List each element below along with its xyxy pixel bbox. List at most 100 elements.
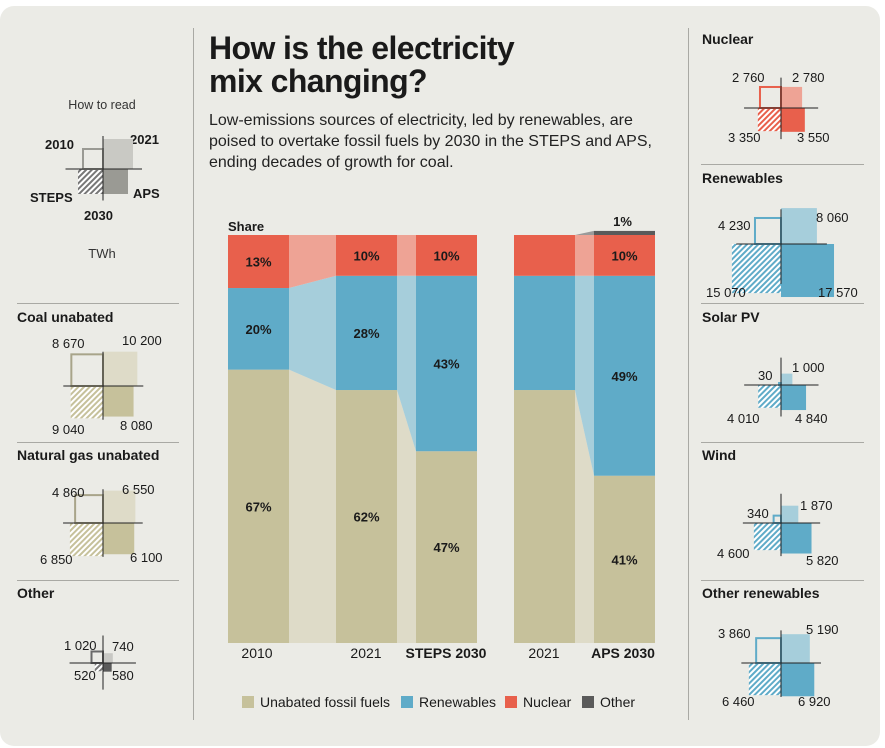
right-panel-0-square-steps xyxy=(757,108,781,132)
connector-other-3-4 xyxy=(575,230,594,235)
bar-nuclear-1 xyxy=(336,235,397,276)
x-label-2: STEPS 2030 xyxy=(405,645,487,661)
right-panel-4-square-steps xyxy=(748,663,781,696)
left-panel-0-value-aps: 8 080 xyxy=(120,418,153,433)
how-square-2010 xyxy=(82,148,104,170)
bar-label-nuclear-1: 10% xyxy=(353,248,379,263)
legend-other: Other xyxy=(582,694,635,710)
bar-nuclear-0 xyxy=(228,235,289,289)
bar-nuclear-3 xyxy=(514,235,575,276)
left-panel-2-value-steps: 520 xyxy=(74,668,96,683)
how-square-2021 xyxy=(103,139,133,169)
connector-renewables-0-1 xyxy=(289,275,336,391)
left-panel-2-title: Other xyxy=(17,585,55,601)
connector-nuclear-0-1 xyxy=(289,235,336,289)
bar-label-renewables-0: 20% xyxy=(245,322,271,337)
how-label-aps: APS xyxy=(133,186,160,201)
divider-right-1 xyxy=(701,164,864,165)
connector-fossil-1-2 xyxy=(397,390,416,643)
right-panel-2-value-steps: 4 010 xyxy=(727,411,760,426)
bar-label-nuclear-4: 10% xyxy=(611,248,637,263)
right-panel-1-value-aps: 17 570 xyxy=(818,285,858,300)
bar-label-fossil-0: 67% xyxy=(245,499,271,514)
left-panel-0-square-2010 xyxy=(70,353,104,388)
legend-label-renewables: Renewables xyxy=(419,694,497,710)
right-panel-2-square-steps xyxy=(758,385,781,408)
bar-label-renewables-2: 43% xyxy=(433,357,459,372)
connector-nuclear-1-2 xyxy=(397,235,416,276)
connector-nuclear-3-4 xyxy=(575,235,594,276)
bar-fossil-1 xyxy=(336,390,397,643)
left-panel-1-value-steps: 6 850 xyxy=(40,552,73,567)
right-panel-0-value-steps: 3 350 xyxy=(728,130,761,145)
right-panel-3-title: Wind xyxy=(702,447,736,463)
left-panel-0-square-2021 xyxy=(103,351,138,386)
bar-label-fossil-4: 41% xyxy=(611,552,637,567)
how-label-2010: 2010 xyxy=(45,137,74,152)
legend-swatch-fossil xyxy=(242,696,254,708)
bar-renewables-4 xyxy=(594,275,655,476)
right-panel-4-square-aps xyxy=(781,663,815,697)
left-panel-2-value-2010: 1 020 xyxy=(64,638,97,653)
right-panel-0-value-aps: 3 550 xyxy=(797,130,830,145)
x-label-3: 2021 xyxy=(528,645,560,661)
right-panel-4-value-2010: 3 860 xyxy=(718,626,751,641)
right-panel-0-square-aps xyxy=(781,108,805,132)
bar-label-fossil-1: 62% xyxy=(353,510,379,525)
bar-label-other-4: 1% xyxy=(613,214,632,229)
right-panel-2-value-aps: 4 840 xyxy=(795,411,828,426)
right-panel-3-value-2010: 340 xyxy=(747,506,769,521)
right-panel-1-value-2021: 8 060 xyxy=(816,210,849,225)
connector-renewables-1-2 xyxy=(397,275,416,452)
right-panel-3-value-aps: 5 820 xyxy=(806,553,839,568)
right-panel-1-value-steps: 15 070 xyxy=(706,285,746,300)
divider-left xyxy=(193,28,194,720)
right-panel-4-square-2010 xyxy=(755,637,782,664)
right-panel-3-value-steps: 4 600 xyxy=(717,546,750,561)
bar-nuclear-4 xyxy=(594,235,655,276)
right-panel-1-square-2021 xyxy=(781,208,817,244)
bar-fossil-0 xyxy=(228,369,289,643)
left-panel-0-value-2021: 10 200 xyxy=(122,333,162,348)
title-line-1: How is the electricity xyxy=(209,30,515,66)
left-panel-2-square-2010 xyxy=(90,650,105,664)
bar-other-4 xyxy=(594,230,655,235)
bar-fossil-2 xyxy=(416,451,477,643)
legend-label-other: Other xyxy=(600,694,636,710)
left-panel-1-value-2010: 4 860 xyxy=(52,485,85,500)
legend-renewables: Renewables xyxy=(401,694,496,710)
divider-right xyxy=(688,28,689,720)
left-panel-0-title: Coal unabated xyxy=(17,309,113,325)
divider-right-4 xyxy=(701,580,864,581)
bar-label-renewables-1: 28% xyxy=(353,326,379,341)
right-panel-3-square-aps xyxy=(781,523,812,554)
bar-renewables-0 xyxy=(228,288,289,370)
left-panel-2-square-2021 xyxy=(103,653,113,663)
right-panel-0-value-2010: 2 760 xyxy=(732,70,765,85)
left-panel-2-square-aps xyxy=(103,663,112,672)
title-line-2: mix changing? xyxy=(209,63,428,99)
right-panel-1-square-steps xyxy=(731,244,781,294)
how-to-read-title: How to read xyxy=(68,98,136,112)
bar-fossil-3 xyxy=(514,390,575,643)
right-panel-0-title: Nuclear xyxy=(702,31,754,47)
bar-label-fossil-2: 47% xyxy=(433,540,459,555)
left-panel-2-square-steps xyxy=(94,663,103,672)
connector-fossil-3-4 xyxy=(575,390,594,643)
left-panel-1-square-2021 xyxy=(103,490,136,523)
bar-label-nuclear-0: 13% xyxy=(245,255,271,270)
left-panel-1-value-2021: 6 550 xyxy=(122,482,155,497)
x-label-1: 2021 xyxy=(350,645,382,661)
right-panel-3-value-2021: 1 870 xyxy=(800,498,833,513)
left-panel-1-title: Natural gas unabated xyxy=(17,447,159,463)
right-panel-2-value-2021: 1 000 xyxy=(792,360,825,375)
y-axis-label: Share xyxy=(228,219,265,234)
bar-nuclear-2 xyxy=(416,235,477,276)
bar-renewables-3 xyxy=(514,275,575,391)
right-panel-0-square-2021 xyxy=(781,86,803,108)
right-panel-1-square-2010 xyxy=(753,216,782,245)
page-title: How is the electricity mix changing? xyxy=(209,32,649,98)
how-square-aps xyxy=(103,169,128,194)
legend-swatch-other xyxy=(582,696,594,708)
